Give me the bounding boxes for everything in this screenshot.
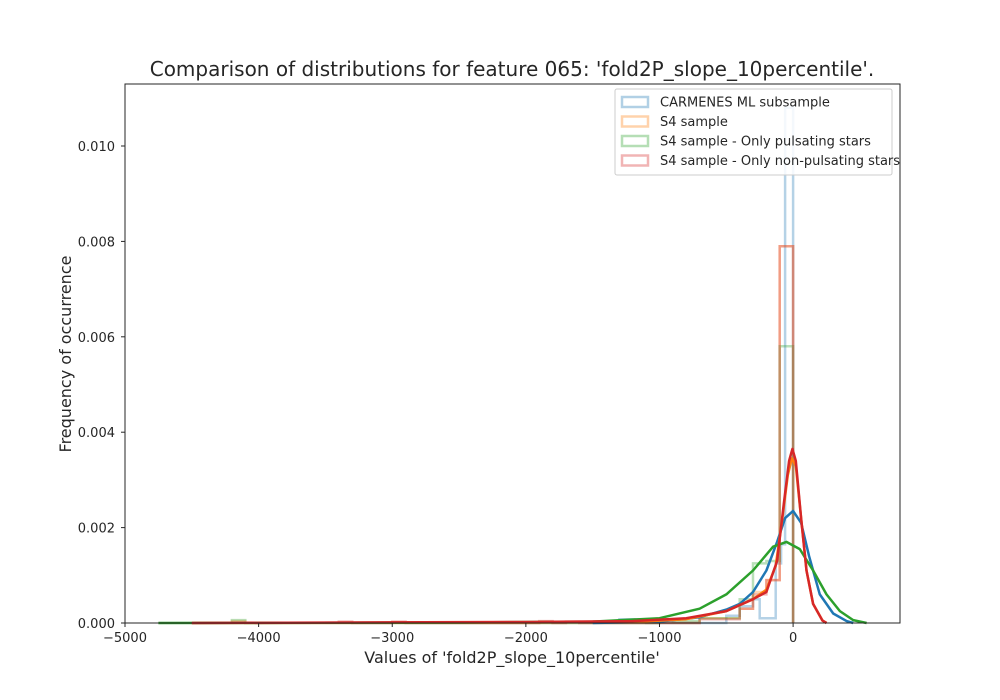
legend-swatch [620,154,650,167]
kde-line-series-3 [191,447,828,625]
plot-area [158,106,867,625]
y-tick-label: 0.004 [78,426,115,441]
x-axis: −5000 −4000 −3000 −2000 −1000 0 [103,623,797,646]
y-axis: 0.000 0.002 0.004 0.006 0.008 0.010 [78,140,125,632]
y-tick-label: 0.002 [78,522,115,537]
legend-swatch [620,115,650,128]
legend: CARMENES ML subsample S4 sample S4 sample … [614,88,900,176]
y-tick-label: 0.010 [78,140,115,155]
x-axis-label: Values of 'fold2P_slope_10percentile' [364,648,659,668]
histogram-series-1 [230,244,795,625]
x-tick-label: −1000 [637,631,681,646]
x-tick-label: −4000 [237,631,281,646]
y-tick-label: 0.000 [78,617,115,632]
x-tick-label: −5000 [103,631,147,646]
legend-box [614,88,893,176]
legend-swatch [620,95,650,109]
legend-label: S4 sample [660,115,728,130]
x-tick-label: −3000 [370,631,414,646]
y-tick-label: 0.008 [78,235,115,250]
y-tick-label: 0.006 [78,331,115,346]
kde-line-series-1 [191,457,828,625]
plot-frame [124,83,901,624]
histogram-series-0 [618,106,795,625]
legend-swatch [620,134,650,148]
histogram-series-3 [337,244,795,625]
chart-title: Comparison of distributions for feature … [150,57,875,81]
x-tick-label: 0 [789,631,797,646]
y-axis-label: Frequency of occurrence [56,256,75,453]
histogram-series-2 [230,345,795,625]
legend-label: CARMENES ML subsample [660,96,830,111]
legend-label: S4 sample - Only pulsating stars [660,135,871,150]
legend-label: S4 sample - Only non-pulsating stars [660,154,900,169]
x-tick-label: −2000 [504,631,548,646]
